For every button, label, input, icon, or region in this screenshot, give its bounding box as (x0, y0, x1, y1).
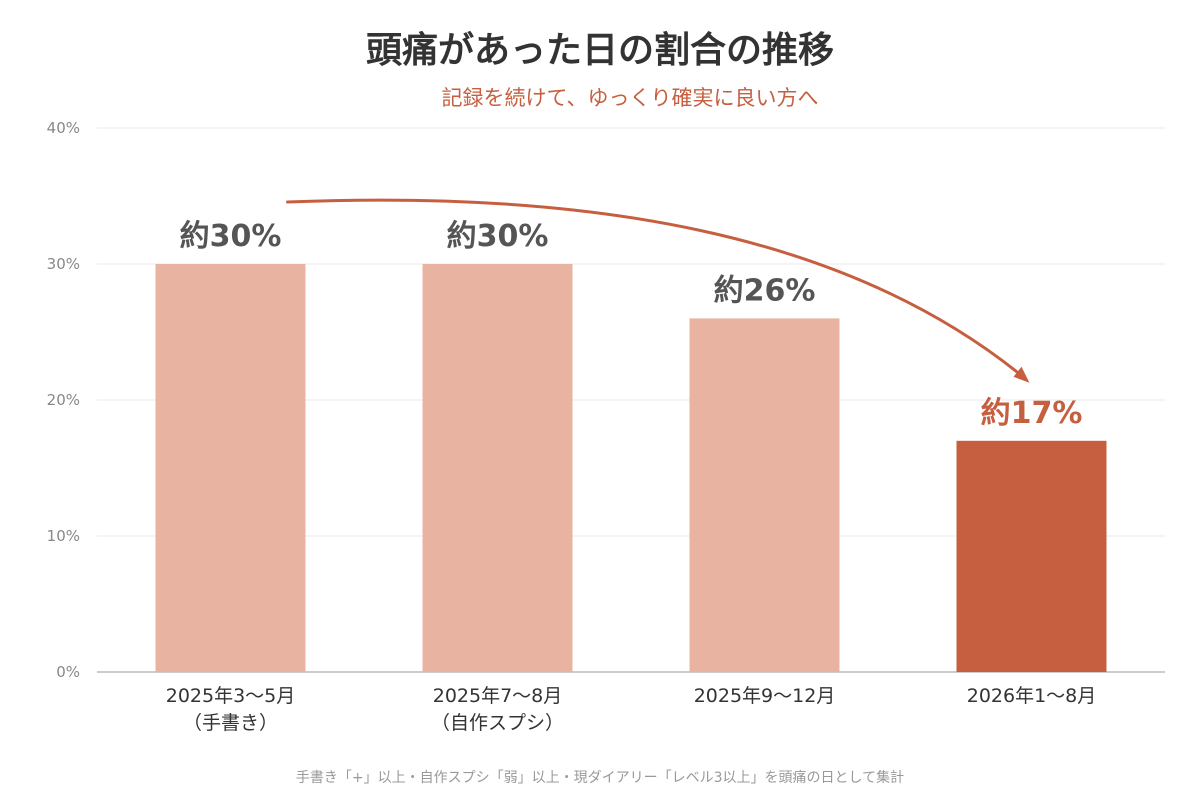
bar (689, 318, 840, 672)
bar (155, 264, 306, 672)
data-labels: 約30% 約30% 約26% 約17% (180, 219, 1083, 431)
trend-arrowhead (1013, 366, 1030, 383)
y-tick-label: 20% (47, 391, 80, 409)
category-label: 2025年7〜8月 (433, 685, 563, 707)
category-label: 2025年3〜5月 (166, 685, 296, 707)
data-label: 約30% (447, 219, 549, 254)
bars (155, 264, 1107, 672)
data-label: 約17% (981, 396, 1083, 431)
y-tick-label: 0% (56, 663, 80, 681)
y-tick-label: 40% (47, 119, 80, 137)
chart-title: 頭痛があった日の割合の推移 (366, 30, 834, 71)
category-label: 2026年1〜8月 (967, 685, 1097, 707)
trend-arrow (286, 198, 1027, 381)
category-label: （自作スプシ） (431, 712, 564, 734)
data-label: 約30% (180, 219, 282, 254)
bar (956, 440, 1107, 672)
footnote: 手書き「+」以上・自作スプシ「弱」以上・現ダイアリー「レベル3以上」を頭痛の日と… (296, 769, 904, 786)
y-tick-label: 30% (47, 255, 80, 273)
y-tick-label: 10% (47, 527, 80, 545)
x-axis: 2025年3〜5月 （手書き） 2025年7〜8月 （自作スプシ） 2025年9〜12月… (166, 685, 1097, 734)
category-label: 2025年9〜12月 (694, 685, 836, 707)
bar (422, 264, 573, 672)
data-label: 約26% (714, 273, 816, 308)
chart-subtitle: 記録を続けて、ゆっくり確実に良い方へ (442, 86, 819, 110)
category-label: （手書き） (183, 712, 278, 734)
